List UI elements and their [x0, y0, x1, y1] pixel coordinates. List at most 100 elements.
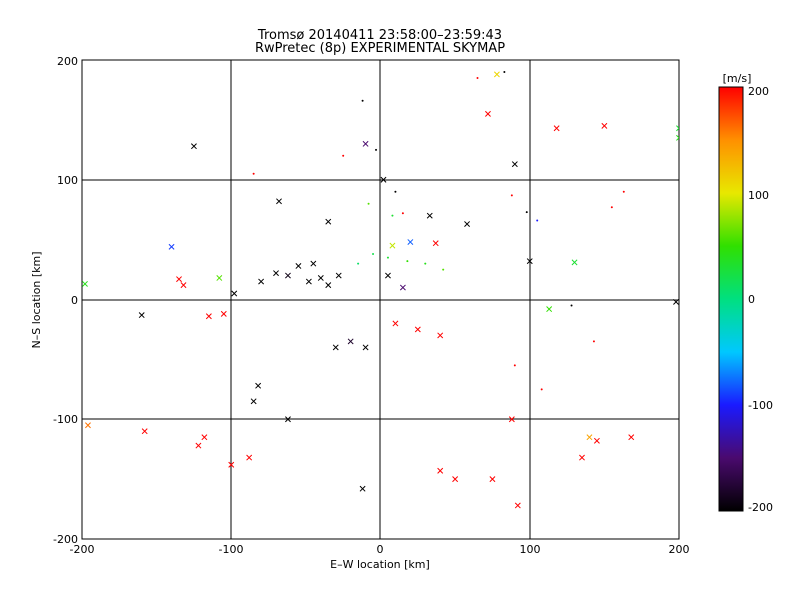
data-point-x	[258, 278, 265, 285]
data-point-x	[362, 344, 369, 351]
data-point-dot	[386, 256, 389, 259]
data-point-x	[508, 416, 515, 423]
data-point-dot	[525, 211, 528, 214]
grid	[82, 60, 679, 539]
y-tick-label: 100	[57, 174, 78, 187]
data-point-x	[414, 326, 421, 333]
data-point-x	[526, 258, 533, 265]
data-point-x	[437, 332, 444, 339]
chart-title: Tromsø 20140411 23:58:00–23:59:43	[257, 28, 502, 43]
data-point-x	[426, 212, 433, 219]
data-point-x	[250, 398, 257, 405]
data-point-x	[205, 313, 212, 320]
data-point-dot	[342, 154, 345, 157]
data-point-x	[335, 272, 342, 279]
data-point-x	[601, 122, 608, 129]
data-point-x	[216, 274, 223, 281]
colorbar-tick-label: 200	[748, 85, 769, 98]
data-point-x	[511, 161, 518, 168]
data-point-x	[593, 437, 600, 444]
data-point-x	[628, 434, 635, 441]
data-point-x	[452, 476, 459, 483]
scatter-points	[82, 70, 679, 509]
data-point-x	[85, 422, 91, 429]
data-point-x	[389, 242, 396, 249]
data-point-dot	[610, 206, 613, 209]
data-point-x	[385, 272, 391, 279]
y-axis-label: N–S location [km]	[30, 251, 43, 348]
data-point-x	[489, 476, 496, 483]
data-point-x	[180, 282, 187, 289]
data-point-dot	[372, 252, 375, 255]
data-point-x	[676, 134, 679, 141]
data-point-x	[553, 125, 560, 132]
data-point-x	[231, 290, 238, 297]
colorbar-tick-label: -100	[748, 399, 773, 412]
data-point-x	[325, 282, 332, 289]
y-tick-label: 0	[71, 294, 78, 307]
data-point-x	[255, 382, 262, 389]
x-tick-label: 200	[669, 543, 690, 556]
data-point-x	[285, 272, 291, 279]
data-point-x	[138, 312, 145, 319]
data-point-x	[579, 454, 585, 461]
data-point-x	[485, 110, 491, 117]
data-point-x	[392, 320, 399, 327]
data-point-dot	[510, 194, 513, 197]
data-point-x	[514, 502, 521, 509]
data-point-x	[571, 259, 578, 266]
data-point-dot	[357, 262, 360, 265]
x-axis: -200 -100 0 100 200 E–W location [km]	[70, 543, 690, 571]
data-point-x	[190, 143, 197, 150]
data-point-x	[228, 461, 235, 468]
data-point-dot	[424, 262, 427, 265]
colorbar-unit: [m/s]	[723, 72, 752, 85]
colorbar-tick-label: -200	[748, 501, 773, 514]
y-tick-label: -200	[53, 533, 78, 546]
data-point-dot	[406, 260, 409, 263]
data-point-x	[673, 298, 679, 305]
data-point-dot	[476, 76, 479, 79]
data-point-x	[432, 240, 439, 247]
data-point-x	[676, 125, 679, 132]
data-point-x	[285, 416, 291, 423]
chart-subtitle: RwPretec (8p) EXPERIMENTAL SKYMAP	[255, 41, 505, 56]
data-point-x	[347, 338, 354, 345]
x-tick-label: -100	[219, 543, 244, 556]
data-point-x	[168, 243, 175, 250]
y-axis: -200 -100 0 100 200 N–S location [km]	[30, 55, 78, 546]
data-point-x	[201, 434, 208, 441]
data-point-x	[305, 278, 312, 285]
colorbar: [m/s] 200 100 0 -100 -200	[718, 72, 773, 514]
data-point-x	[195, 442, 202, 449]
data-point-x	[325, 218, 332, 225]
data-point-x	[82, 280, 88, 287]
data-point-x	[310, 260, 317, 267]
data-point-dot	[252, 172, 255, 175]
x-tick-label: -200	[70, 543, 95, 556]
data-point-x	[317, 274, 324, 281]
data-point-x	[437, 467, 444, 474]
data-point-dot	[540, 388, 543, 391]
data-point-x	[276, 198, 282, 205]
data-point-dot	[503, 70, 506, 73]
data-point-dot	[367, 202, 370, 205]
x-tick-label: 100	[520, 543, 541, 556]
data-point-x	[399, 284, 406, 291]
data-point-dot	[442, 268, 445, 271]
data-point-dot	[592, 340, 595, 343]
y-tick-label: 200	[57, 55, 78, 68]
x-axis-label: E–W location [km]	[330, 558, 430, 571]
y-tick-label: -100	[53, 413, 78, 426]
data-point-dot	[401, 212, 404, 215]
data-point-dot	[570, 304, 573, 307]
data-point-x	[273, 270, 279, 277]
data-point-dot	[391, 214, 394, 217]
data-point-x	[380, 176, 387, 183]
data-point-x	[586, 434, 593, 441]
data-point-x	[359, 485, 366, 492]
data-point-x	[246, 454, 253, 461]
data-point-x	[295, 263, 302, 269]
data-point-x	[493, 71, 500, 78]
